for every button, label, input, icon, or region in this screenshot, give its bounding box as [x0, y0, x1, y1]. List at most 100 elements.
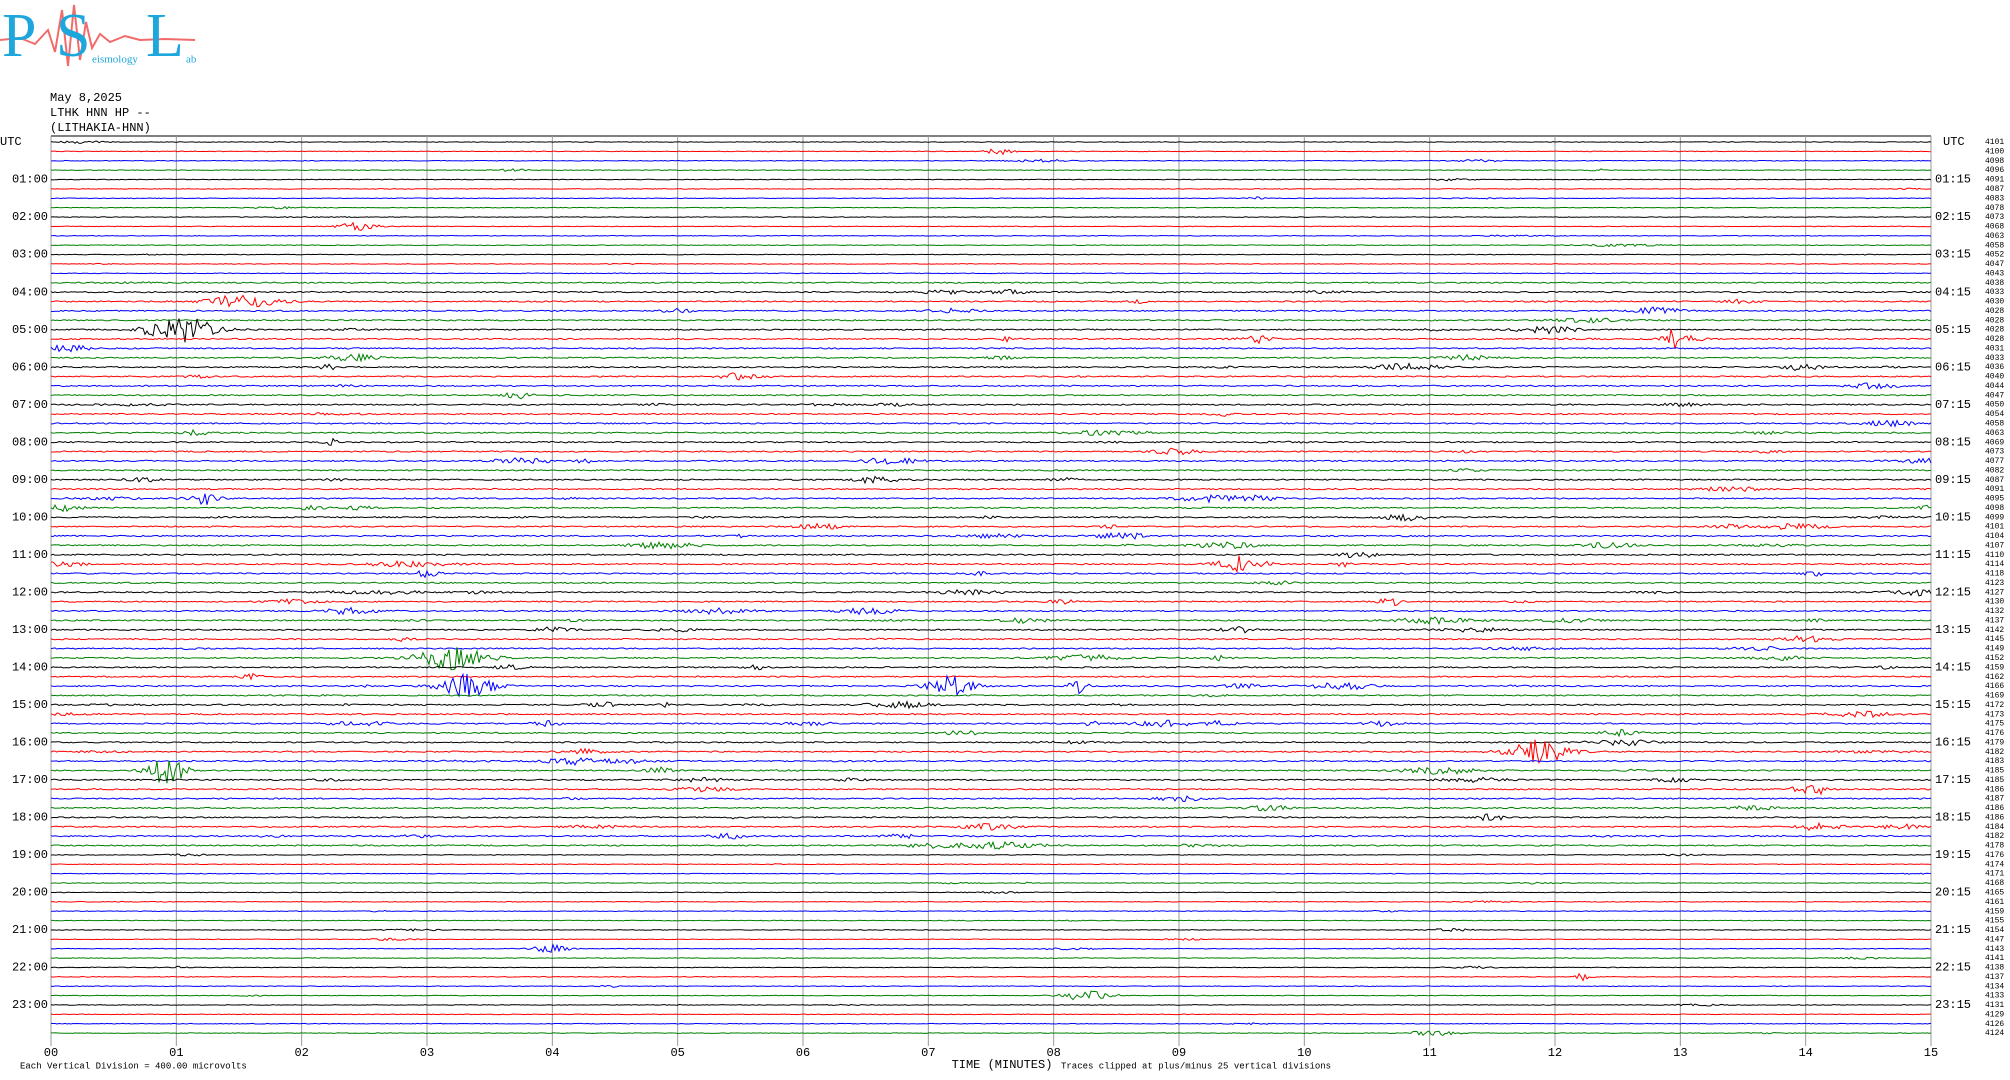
hour-label-left: 06:00: [12, 360, 48, 374]
trace-number: 4098: [1985, 157, 2004, 166]
x-tick-label: 12: [1548, 1046, 1562, 1060]
trace-number: 4058: [1985, 241, 2004, 250]
hour-label-left: 03:00: [12, 248, 48, 262]
right-utc: UTC: [1943, 135, 1965, 149]
trace-number: 4118: [1985, 570, 2004, 579]
trace-number: 4063: [1985, 429, 2004, 438]
trace-number: 4091: [1985, 176, 2004, 185]
hour-label-left: 14:00: [12, 660, 48, 674]
trace-number: 4101: [1985, 523, 2004, 532]
trace-number: 4038: [1985, 279, 2004, 288]
trace: [50, 804, 1932, 812]
trace-number: 4047: [1985, 260, 2004, 269]
x-tick-label: 03: [420, 1046, 434, 1060]
trace: [50, 196, 1932, 200]
trace-number: 4099: [1985, 513, 2004, 522]
trace: [50, 598, 1932, 607]
hour-label-right: 11:15: [1935, 548, 1971, 562]
trace: [50, 937, 1932, 942]
trace-number: 4147: [1985, 935, 2004, 944]
logo: P S L eismology ab: [0, 2, 197, 70]
trace-number: 4174: [1985, 860, 2004, 869]
trace: [50, 784, 1932, 796]
trace: [51, 412, 1932, 417]
trace: [50, 493, 1932, 505]
logo-word: eismology: [92, 54, 138, 66]
trace-number: 4077: [1985, 457, 2004, 466]
trace: [50, 832, 1932, 840]
trace: [50, 719, 1932, 728]
trace: [50, 437, 1932, 446]
trace-number: 4069: [1985, 438, 2004, 447]
trace: [50, 485, 1932, 493]
hour-label-right: 01:15: [1935, 173, 1971, 187]
trace: [50, 1003, 1932, 1007]
trace-number: 4159: [1985, 663, 2004, 672]
trace: [50, 1013, 1932, 1016]
trace: [50, 362, 1932, 371]
x-tick-label: 00: [44, 1046, 58, 1060]
hour-label-left: 10:00: [12, 510, 48, 524]
trace: [50, 757, 1932, 767]
trace-number: 4175: [1985, 720, 2004, 729]
trace-number: 4182: [1985, 832, 2004, 841]
trace: [50, 468, 1932, 473]
hour-label-left: 04:00: [12, 285, 48, 299]
trace-number: 4145: [1985, 635, 2004, 644]
trace: [50, 243, 1932, 248]
trace-number: 4123: [1985, 579, 2004, 588]
trace: [50, 919, 1932, 922]
hour-label-right: 03:15: [1935, 248, 1971, 262]
trace: [50, 318, 1932, 343]
hour-label-right: 22:15: [1935, 961, 1971, 975]
trace: [50, 672, 1932, 698]
trace-number: 4149: [1985, 645, 2004, 654]
hour-label-left: 23:00: [12, 998, 48, 1012]
hour-label-left: 16:00: [12, 735, 48, 749]
trace: [50, 972, 1932, 982]
trace-number: 4095: [1985, 495, 2004, 504]
x-tick-label: 15: [1924, 1046, 1938, 1060]
hour-label-left: 20:00: [12, 886, 48, 900]
trace: [50, 881, 1932, 885]
trace: [50, 216, 1932, 219]
trace: [50, 728, 1932, 738]
hour-label-right: 07:15: [1935, 398, 1971, 412]
trace: [50, 513, 1932, 522]
logo-wiggle: [0, 4, 196, 67]
trace: [50, 569, 1932, 579]
trace: [50, 928, 1932, 933]
trace-number: 4131: [1985, 1001, 2004, 1010]
hour-label-right: 15:15: [1935, 698, 1971, 712]
hour-label-left: 08:00: [12, 435, 48, 449]
trace: [50, 288, 1932, 296]
trace-number: 4171: [1985, 870, 2004, 879]
trace: [50, 391, 1932, 400]
trace: [50, 985, 1932, 988]
trace: [50, 316, 1932, 324]
trace: [50, 540, 1932, 550]
trace: [50, 606, 1932, 616]
trace-number: 4187: [1985, 795, 2004, 804]
trace: [50, 344, 1932, 353]
trace: [50, 148, 1932, 156]
x-tick-label: 10: [1297, 1046, 1311, 1060]
hour-label-right: 10:15: [1935, 510, 1971, 524]
date: May 8,2025: [50, 91, 122, 105]
hour-label-left: 21:00: [12, 923, 48, 937]
hour-label-left: 22:00: [12, 961, 48, 975]
x-tick-label: 01: [169, 1046, 183, 1060]
trace: [50, 853, 1932, 857]
trace: [50, 760, 1932, 784]
traces: [50, 140, 1932, 1037]
logo-letter: L: [146, 2, 184, 70]
trace-number: 4078: [1985, 204, 2004, 213]
trace-number: 4036: [1985, 363, 2004, 372]
hour-label-right: 23:15: [1935, 998, 1971, 1012]
trace-number: 4186: [1985, 813, 2004, 822]
trace: [50, 382, 1932, 390]
trace-number: 4030: [1985, 298, 2004, 307]
trace-number: 4142: [1985, 626, 2004, 635]
hour-label-left: 15:00: [12, 698, 48, 712]
x-tick-label: 02: [294, 1046, 308, 1060]
